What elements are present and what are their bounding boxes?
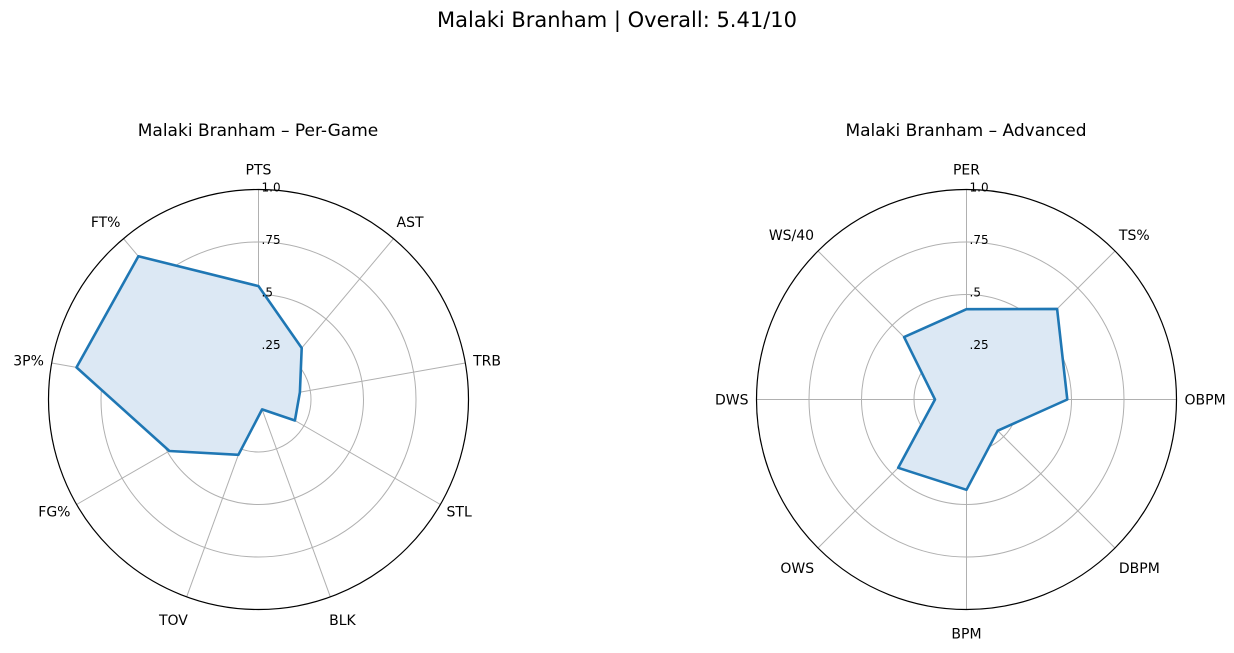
advanced-series-line bbox=[896, 307, 1069, 492]
advanced-axis-label-ws-40: WS/40 bbox=[769, 228, 814, 244]
per-game-axis-label-blk: BLK bbox=[329, 613, 356, 629]
advanced-tick-label: .75 bbox=[970, 233, 989, 247]
advanced-radar: .25 .5 .75 1.0 PER TS% OBPM DBPM BPM OWS DWS WS/40 bbox=[715, 163, 1226, 643]
per-game-outer-frame bbox=[47, 188, 470, 611]
advanced-axis-label-dws: DWS bbox=[715, 393, 749, 409]
advanced-tick-label: .25 bbox=[970, 338, 989, 352]
advanced-axis-label-bpm: BPM bbox=[951, 627, 981, 643]
advanced-area bbox=[898, 308, 1068, 490]
per-game-tick-label: .25 bbox=[262, 338, 281, 352]
figure-title: Malaki Branham | Overall: 5.41/10 bbox=[437, 8, 797, 32]
per-game-axis-label-pts: PTS bbox=[246, 163, 272, 179]
per-game-axis-label-3p-pct: 3P% bbox=[13, 354, 44, 370]
advanced-axis-label-dbpm: DBPM bbox=[1119, 561, 1160, 577]
advanced-axis-label-ows: OWS bbox=[780, 561, 814, 577]
per-game-axis-label-stl: STL bbox=[447, 505, 472, 521]
advanced-axis-label-ts-pct: TS% bbox=[1118, 228, 1150, 244]
per-game-axis-label-fg-pct: FG% bbox=[38, 505, 70, 521]
advanced-chart-title: Malaki Branham – Advanced bbox=[845, 121, 1087, 141]
per-game-axis-label-tov: TOV bbox=[158, 613, 188, 629]
per-game-tick-label: .5 bbox=[262, 286, 273, 300]
per-game-axis-label-trb: TRB bbox=[472, 354, 501, 370]
per-game-series-line bbox=[75, 254, 304, 457]
advanced-axis-label-per: PER bbox=[953, 163, 980, 179]
per-game-axis-label-ft-pct: FT% bbox=[91, 215, 121, 231]
advanced-tick-label: .5 bbox=[970, 286, 981, 300]
per-game-tick-label: 1.0 bbox=[262, 181, 281, 195]
per-game-area bbox=[76, 256, 302, 455]
per-game-chart-title: Malaki Branham – Per-Game bbox=[137, 121, 379, 141]
per-game-radar: .25 .5 .75 1.0 PTS AST TRB STL BLK TOV FG% 3P% FT% bbox=[13, 163, 501, 630]
advanced-outer-frame bbox=[755, 188, 1178, 611]
advanced-tick-label: 1.0 bbox=[970, 181, 989, 195]
per-game-tick-label: .75 bbox=[262, 233, 281, 247]
per-game-axis-label-ast: AST bbox=[397, 215, 424, 231]
advanced-axis-label-obpm: OBPM bbox=[1185, 393, 1226, 409]
per-game-spoke bbox=[258, 399, 331, 598]
